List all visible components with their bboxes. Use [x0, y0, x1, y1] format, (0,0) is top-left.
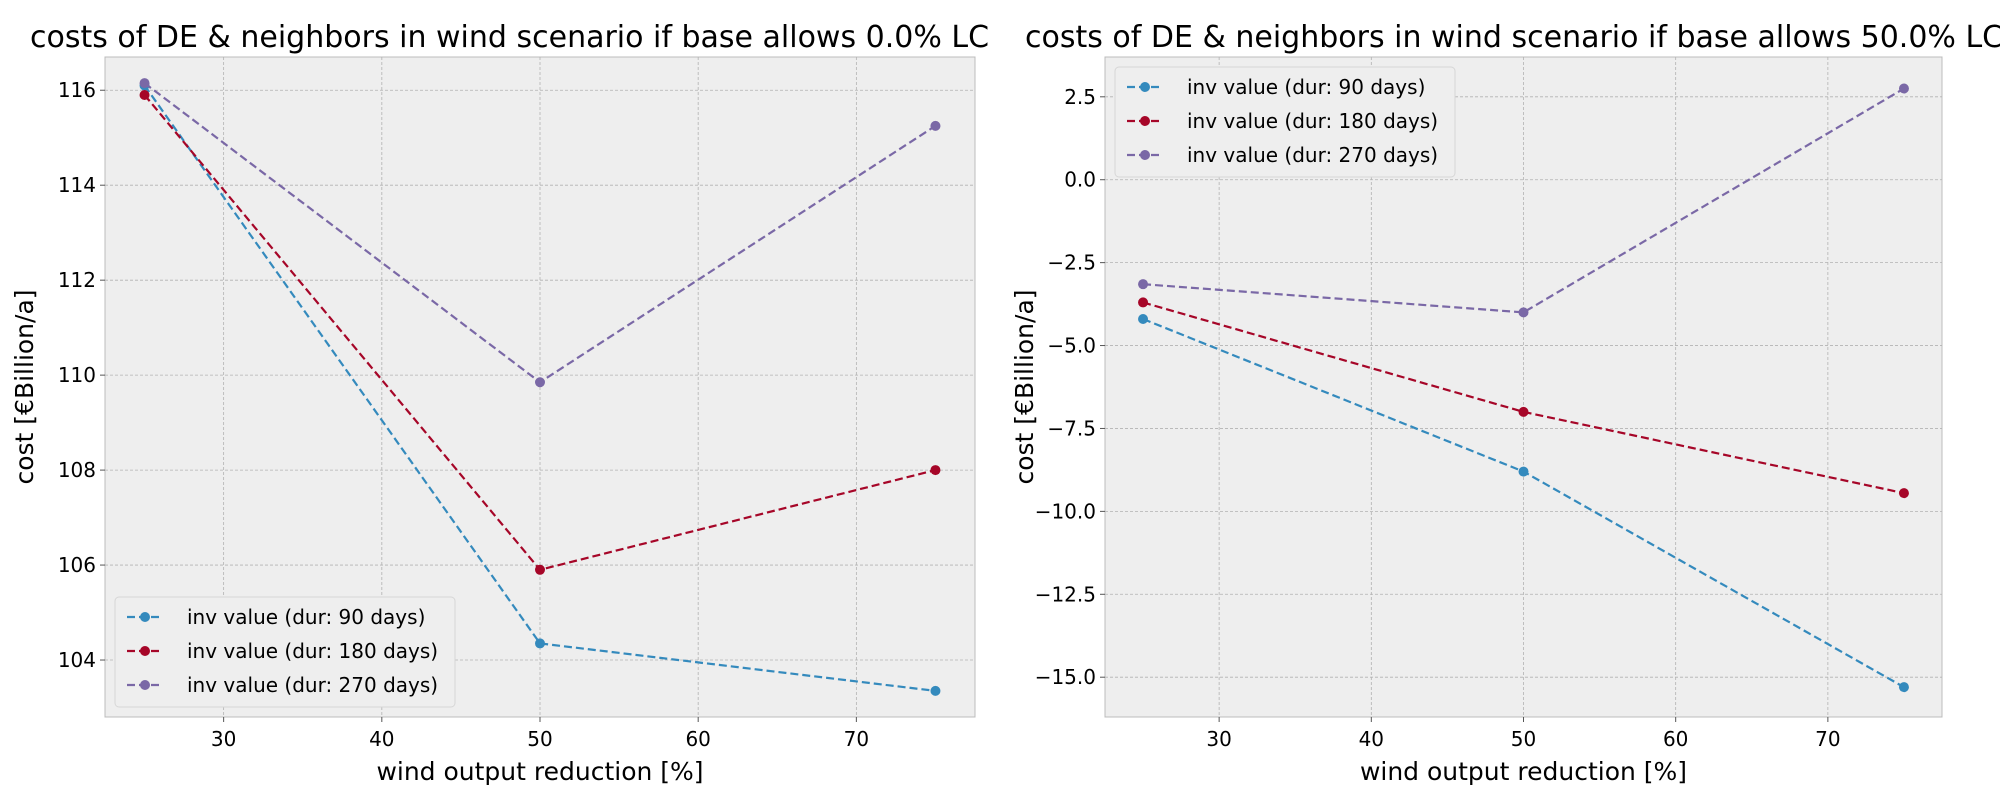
y-tick-label: −5.0	[1047, 334, 1096, 358]
legend-marker	[1140, 116, 1150, 126]
legend-label: inv value (dur: 180 days)	[187, 639, 438, 663]
chart-title: costs of DE & neighbors in wind scenario…	[30, 20, 989, 55]
data-point	[1898, 83, 1909, 94]
x-tick-label: 70	[1815, 727, 1840, 751]
series-line	[1142, 301, 1905, 495]
legend-label: inv value (dur: 180 days)	[1187, 109, 1438, 133]
data-point	[535, 564, 545, 575]
legend-box	[114, 596, 456, 708]
chart-title: costs of DE & neighbors in wind scenario…	[1025, 20, 2000, 55]
series-3	[139, 78, 941, 388]
legend-marker	[140, 612, 150, 622]
y-axis-label: cost [€Billion/a]	[1010, 289, 1039, 484]
series-3	[1138, 83, 1909, 318]
data-point	[930, 120, 941, 131]
gridlines	[1105, 57, 1942, 717]
y-tick-label: 112	[58, 268, 96, 292]
legend-item: inv value (dur: 180 days)	[1127, 109, 1438, 133]
y-tick-label: −10.0	[1035, 499, 1096, 523]
series-2	[1138, 297, 1909, 499]
y-tick-label: 108	[58, 458, 96, 482]
y-axis-label: cost [€Billion/a]	[10, 289, 39, 484]
y-tick-label: 0.0	[1064, 168, 1096, 192]
x-tick-label: 60	[685, 727, 710, 751]
data-point	[535, 377, 545, 388]
y-tick-label: −7.5	[1047, 416, 1096, 440]
y-tick-label: −12.5	[1035, 582, 1096, 606]
series-line	[1142, 87, 1905, 314]
x-tick-label: 50	[527, 727, 552, 751]
y-tick-label: 110	[58, 363, 96, 387]
data-point	[1898, 488, 1909, 499]
legend-item: inv value (dur: 90 days)	[1127, 75, 1425, 99]
legend-label: inv value (dur: 270 days)	[187, 673, 438, 697]
y-tick-label: −15.0	[1035, 665, 1096, 689]
x-tick-label: 30	[1206, 727, 1231, 751]
data-point	[1518, 406, 1529, 417]
legend-label: inv value (dur: 90 days)	[187, 605, 425, 629]
data-point	[1898, 682, 1909, 693]
data-point	[1518, 466, 1529, 477]
x-tick-label: 40	[369, 727, 394, 751]
legend-item: inv value (dur: 270 days)	[127, 673, 438, 697]
x-tick-label: 50	[1511, 727, 1536, 751]
legend: inv value (dur: 90 days) inv value (dur: …	[114, 596, 456, 708]
x-axis-label: wind output reduction [%]	[1360, 757, 1687, 786]
legend-label: inv value (dur: 270 days)	[1187, 143, 1438, 167]
x-tick-label: 60	[1663, 727, 1688, 751]
legend: inv value (dur: 90 days) inv value (dur: …	[1114, 66, 1456, 178]
data-point	[139, 78, 150, 89]
x-axis-label: wind output reduction [%]	[376, 757, 703, 786]
y-tick-label: 104	[58, 648, 96, 672]
x-tick-label: 30	[211, 727, 236, 751]
legend-marker	[140, 646, 150, 656]
y-tick-label: 116	[58, 78, 96, 102]
y-tick-label: −2.5	[1047, 251, 1096, 275]
data-point	[139, 89, 150, 100]
legend-marker	[1140, 82, 1150, 92]
y-tick-label: 114	[58, 173, 96, 197]
y-tick-label: 2.5	[1064, 85, 1096, 109]
data-point	[1518, 307, 1529, 318]
legend-item: inv value (dur: 270 days)	[1127, 143, 1438, 167]
data-point	[1138, 314, 1149, 325]
series-2	[139, 89, 941, 575]
series-1	[1138, 314, 1909, 693]
x-tick-label: 40	[1359, 727, 1384, 751]
legend-marker	[1140, 150, 1150, 160]
series-line	[143, 84, 936, 692]
x-tick-label: 70	[844, 727, 869, 751]
chart-panel-2: 30 40 50 60 70 −15.0 −12.5 −10.0 −7.5 −5.0 −2.5 0.0…	[1010, 20, 2000, 786]
legend-item: inv value (dur: 180 days)	[127, 639, 438, 663]
data-point	[930, 465, 941, 476]
data-point	[535, 638, 545, 649]
chart-panel-1: 30 40 50 60 70 104 106 108 110 112 114 116 wind outp…	[10, 20, 989, 786]
data-point	[1138, 279, 1149, 290]
legend-label: inv value (dur: 90 days)	[1187, 75, 1425, 99]
legend-box	[1114, 66, 1456, 178]
y-tick-label: 106	[58, 553, 96, 577]
legend-item: inv value (dur: 90 days)	[127, 605, 425, 629]
data-point	[1138, 297, 1149, 308]
legend-marker	[140, 680, 150, 690]
data-point	[930, 685, 941, 696]
